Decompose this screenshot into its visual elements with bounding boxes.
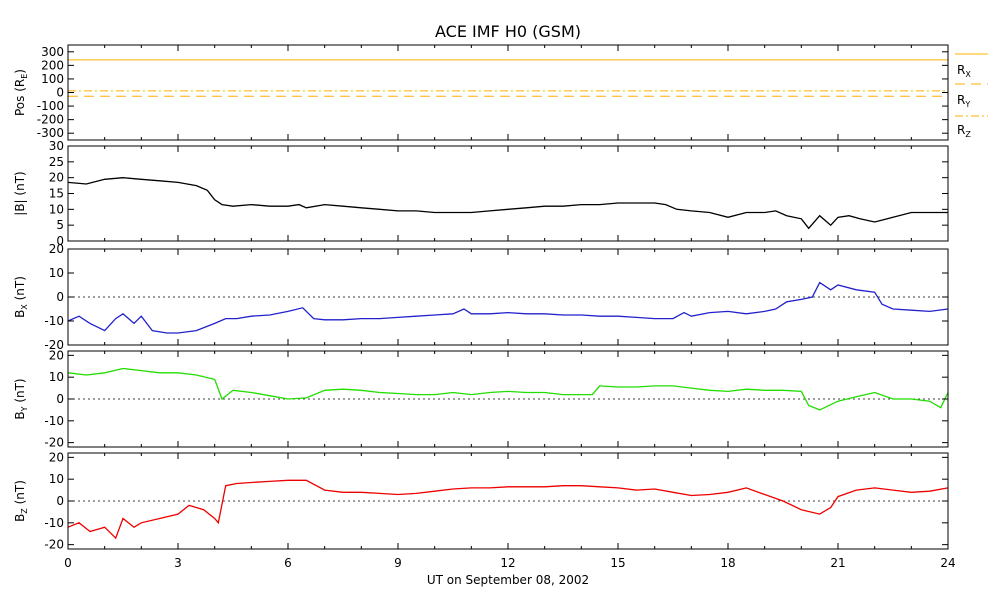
y-tick-label: -20 bbox=[44, 338, 64, 352]
y-axis-label: Pos (RE) bbox=[13, 69, 29, 116]
y-tick-label: 10 bbox=[49, 370, 64, 384]
y-tick-label: 10 bbox=[49, 472, 64, 486]
panel-by: 20 10 0 -10 -20 BY (nT) bbox=[13, 348, 949, 450]
y-axis-label: BZ (nT) bbox=[13, 480, 29, 522]
y-tick-label: 5 bbox=[56, 218, 64, 232]
y-tick-label: -300 bbox=[37, 126, 64, 140]
y-tick-label: -200 bbox=[37, 113, 64, 127]
y-axis-label: BX (nT) bbox=[13, 276, 29, 318]
y-tick-label: 100 bbox=[41, 72, 64, 86]
y-tick-label: -10 bbox=[44, 314, 64, 328]
x-tick-label: 6 bbox=[284, 556, 292, 570]
y-tick-label: 0 bbox=[56, 234, 64, 248]
x-tick-label: 0 bbox=[64, 556, 72, 570]
x-tick-label: 18 bbox=[720, 556, 735, 570]
y-tick-label: -20 bbox=[44, 436, 64, 450]
x-tick-label: 3 bbox=[174, 556, 182, 570]
legend-entry: RX bbox=[957, 63, 971, 79]
chart-title: ACE IMF H0 (GSM) bbox=[435, 22, 581, 41]
y-tick-label: 10 bbox=[49, 202, 64, 216]
x-tick-label: 9 bbox=[394, 556, 402, 570]
y-tick-label: -10 bbox=[44, 414, 64, 428]
y-tick-label: -10 bbox=[44, 516, 64, 530]
y-tick-label: 300 bbox=[41, 45, 64, 59]
series-line-bx-0 bbox=[67, 281, 949, 334]
y-axis-label: |B| (nT) bbox=[13, 171, 27, 215]
x-tick-label: 21 bbox=[830, 556, 845, 570]
x-tick-label: 24 bbox=[940, 556, 955, 570]
y-tick-label: 20 bbox=[49, 348, 64, 362]
panel-bx: 20 10 0 -10 -20 BX (nT) bbox=[13, 242, 949, 352]
panel-frame bbox=[67, 145, 949, 242]
y-tick-label: 20 bbox=[49, 242, 64, 256]
series-line-bmag-0 bbox=[67, 177, 948, 230]
legend: RX RY RZ bbox=[955, 53, 988, 139]
x-tick-label: 15 bbox=[610, 556, 625, 570]
x-tick-label: 12 bbox=[500, 556, 515, 570]
y-tick-label: 30 bbox=[49, 139, 64, 153]
y-tick-label: 0 bbox=[56, 494, 64, 508]
y-tick-label: 10 bbox=[49, 266, 64, 280]
y-tick-label: -100 bbox=[37, 99, 64, 113]
y-tick-label: 20 bbox=[49, 171, 64, 185]
x-axis-label: UT on September 08, 2002 bbox=[427, 573, 589, 587]
y-tick-label: 15 bbox=[49, 187, 64, 201]
y-tick-label: 0 bbox=[56, 392, 64, 406]
x-axis: 0 3 6 9 12 15 18 21 24 bbox=[64, 556, 955, 570]
y-tick-label: -20 bbox=[44, 538, 64, 552]
y-tick-label: 0 bbox=[56, 290, 64, 304]
y-axis-label: BY (nT) bbox=[13, 378, 29, 419]
y-tick-label: 200 bbox=[41, 58, 64, 72]
series-line-bz-0 bbox=[67, 479, 949, 540]
y-tick-label: 20 bbox=[49, 450, 64, 464]
series-line-by-0 bbox=[67, 367, 949, 411]
legend-entry: RY bbox=[957, 93, 970, 109]
panel-frame bbox=[67, 44, 949, 141]
panel-bz: 20 10 0 -10 -20 BZ (nT) bbox=[13, 450, 949, 552]
y-tick-label: 25 bbox=[49, 155, 64, 169]
legend-entry: RZ bbox=[957, 123, 971, 139]
y-tick-label: 0 bbox=[56, 86, 64, 100]
